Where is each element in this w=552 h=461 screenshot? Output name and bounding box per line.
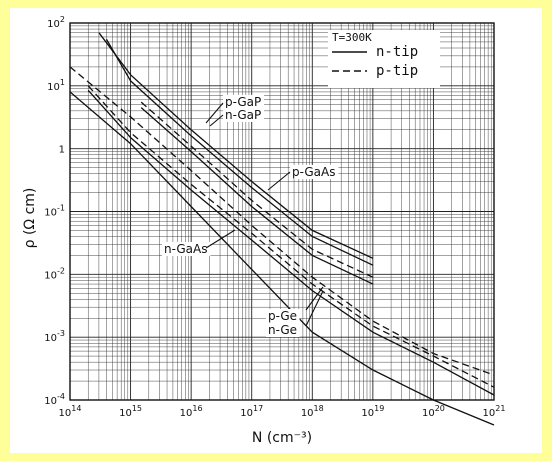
x-tick-label: 1018 (301, 404, 324, 419)
x-tick-label: 1020 (422, 404, 445, 419)
series-line-2 (87, 85, 495, 388)
annotation-bg (162, 242, 211, 256)
series-line-5 (140, 101, 374, 278)
series-line-3 (69, 91, 495, 426)
annotation-leader (305, 286, 324, 311)
x-tick-label: 1019 (361, 404, 384, 419)
y-tick-label: 102 (47, 15, 65, 30)
x-axis-label: N (cm⁻³) (252, 430, 312, 446)
legend-title: T=300K (332, 31, 372, 44)
annotation-bg (223, 95, 264, 109)
x-tick-label: 1017 (240, 404, 263, 419)
y-tick-label: 101 (47, 78, 65, 93)
annotation-label: n-GaAs (164, 242, 208, 256)
x-tick-label: 1014 (59, 404, 82, 419)
annotation-label: p-GaP (225, 95, 261, 109)
annotation-bg (266, 309, 300, 323)
legend-box (328, 30, 440, 88)
annotation-bg (290, 165, 339, 179)
y-grid (70, 25, 494, 401)
annotation-label: n-GaP (225, 108, 261, 122)
legend-label: p-tip (376, 63, 418, 79)
series-line-8 (105, 38, 374, 266)
y-tick-label: 10-3 (44, 329, 65, 344)
annotation-label: n-Ge (268, 323, 297, 337)
annotation-leader (305, 290, 324, 327)
annotation-bg (266, 323, 300, 337)
annotation-label: p-GaAs (292, 165, 336, 179)
y-axis-label: ρ (Ω cm) (22, 188, 38, 249)
series-line-4 (69, 66, 495, 376)
series-line-1 (87, 89, 495, 396)
annotation-leader (267, 171, 291, 191)
y-tick-label: 10-2 (44, 266, 65, 281)
y-tick-label: 10-1 (44, 204, 65, 219)
series-line-7 (98, 32, 374, 259)
y-tick-label: 1 (59, 145, 65, 156)
chart-figure: 1014 1015 1016 1017 1018 1019 1020 1021 10-4 10-3… (10, 8, 542, 453)
x-tick-label: 1015 (119, 404, 142, 419)
x-tick-label: 1021 (483, 404, 506, 419)
legend-label: n-tip (376, 44, 418, 60)
y-tick-label: 10-4 (44, 392, 65, 407)
resistivity-chart: 1014 1015 1016 1017 1018 1019 1020 102110-410-3… (22, 15, 506, 446)
x-tick-label: 1016 (180, 404, 203, 419)
annotation-leader (205, 102, 224, 124)
series-line-6 (140, 107, 374, 285)
annotation-leader (205, 229, 236, 249)
annotation-label: p-Ge (268, 309, 297, 323)
annotation-bg (223, 108, 264, 122)
annotation-leader (209, 114, 224, 127)
plot-frame (69, 22, 495, 401)
